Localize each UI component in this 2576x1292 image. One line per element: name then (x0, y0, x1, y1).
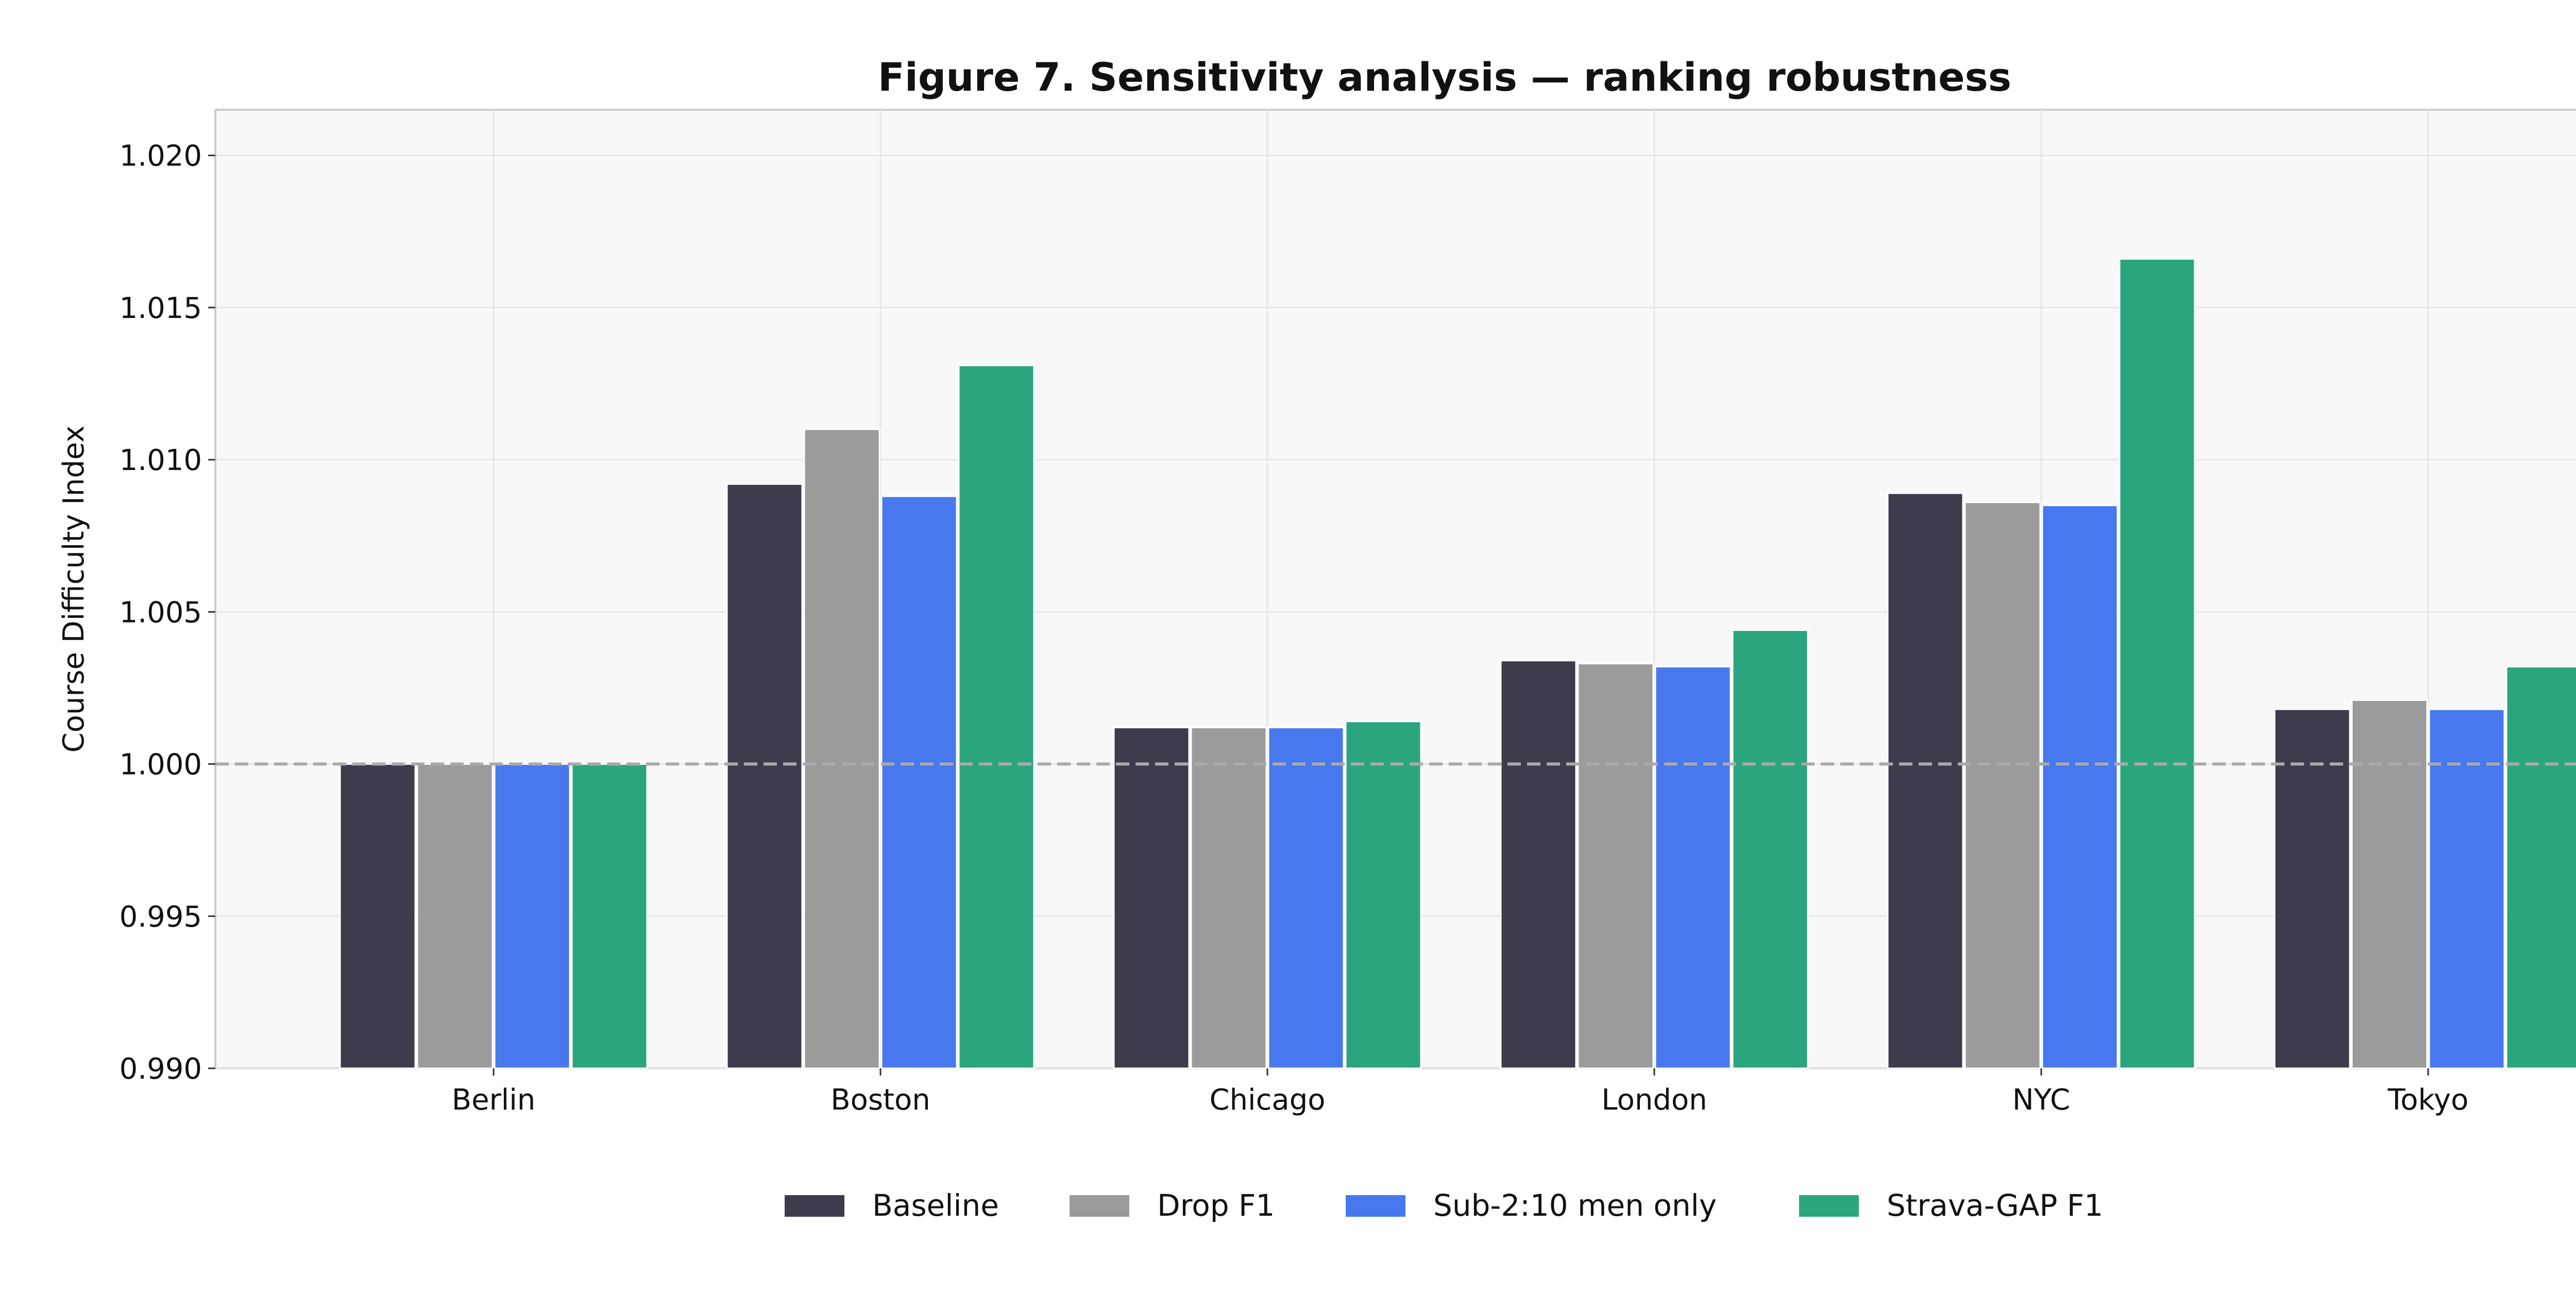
bar-london-baseline (1500, 660, 1577, 1069)
x-tick-label-4: NYC (2012, 1083, 2070, 1117)
bars (339, 258, 2576, 1069)
bar-london-strava-gap-f1 (1732, 629, 1809, 1069)
legend-label-2: Sub-2:10 men only (1433, 1188, 1717, 1223)
bar-berlin-baseline (339, 763, 416, 1069)
x-tick-label-0: Berlin (452, 1083, 536, 1117)
bar-nyc-sub-2-10-men-only (2041, 505, 2119, 1069)
bar-boston-drop-f1 (803, 428, 880, 1069)
bar-nyc-baseline (1887, 492, 1964, 1069)
bar-berlin-drop-f1 (416, 763, 494, 1069)
y-tick-label-6: 1.020 (120, 140, 202, 173)
legend-label-3: Strava-GAP F1 (1887, 1188, 2103, 1223)
bar-nyc-drop-f1 (1964, 501, 2041, 1069)
bar-nyc-strava-gap-f1 (2119, 258, 2196, 1069)
bar-london-drop-f1 (1577, 663, 1654, 1069)
x-tick-label-3: London (1601, 1083, 1707, 1117)
x-tick-label-2: Chicago (1209, 1083, 1325, 1117)
bar-tokyo-baseline (2274, 708, 2351, 1069)
bar-tokyo-strava-gap-f1 (2505, 666, 2576, 1069)
legend-swatch-1 (1070, 1195, 1129, 1217)
bar-london-sub-2-10-men-only (1654, 666, 1732, 1069)
bar-chicago-baseline (1113, 727, 1190, 1069)
bar-chicago-strava-gap-f1 (1345, 720, 1422, 1069)
bar-tokyo-sub-2-10-men-only (2428, 708, 2505, 1069)
chart-title: Figure 7. Sensitivity analysis — ranking… (878, 54, 2011, 100)
y-tick-label-2: 1.000 (120, 748, 202, 782)
y-tick-label-3: 1.005 (120, 596, 202, 629)
legend-swatch-3 (1799, 1195, 1859, 1217)
x-tick-label-1: Boston (831, 1083, 930, 1117)
legend-label-0: Baseline (872, 1188, 999, 1223)
bar-chicago-sub-2-10-men-only (1267, 727, 1345, 1069)
bar-boston-sub-2-10-men-only (880, 495, 958, 1069)
bar-berlin-sub-2-10-men-only (494, 763, 571, 1069)
y-axis-ticks: 0.990 0.995 1.000 1.005 1.010 1.015 1.020 (120, 140, 215, 1086)
y-tick-label-5: 1.015 (120, 292, 202, 325)
y-axis-label: Course Difficulty Index (57, 425, 91, 752)
bar-tokyo-drop-f1 (2351, 699, 2428, 1069)
bar-chicago-drop-f1 (1190, 727, 1267, 1069)
y-tick-label-1: 0.995 (120, 900, 202, 934)
bar-boston-baseline (726, 483, 803, 1069)
y-tick-label-4: 1.010 (120, 444, 202, 477)
legend-label-1: Drop F1 (1157, 1188, 1275, 1223)
x-axis-ticks: Berlin Boston Chicago London NYC Tokyo (452, 1068, 2469, 1117)
x-tick-label-5: Tokyo (2387, 1083, 2469, 1117)
legend-swatch-0 (785, 1195, 844, 1217)
legend: Baseline Drop F1 Sub-2:10 men only Strava-G… (785, 1188, 2103, 1223)
bar-berlin-strava-gap-f1 (571, 763, 648, 1069)
y-tick-label-0: 0.990 (120, 1052, 202, 1086)
legend-swatch-2 (1346, 1195, 1405, 1217)
bar-boston-strava-gap-f1 (958, 364, 1035, 1069)
